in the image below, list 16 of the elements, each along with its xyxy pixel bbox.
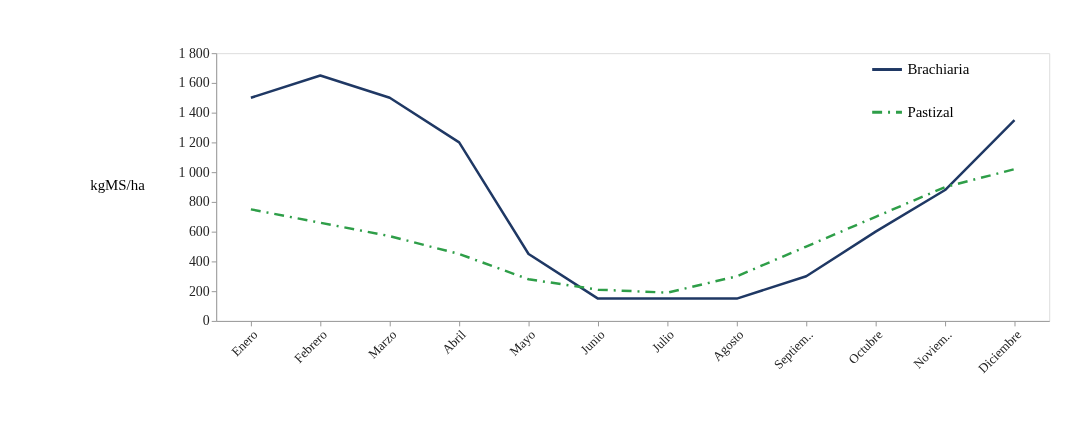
legend-label: Brachiaria — [907, 61, 970, 78]
y-tick-label: 1 800 — [178, 45, 210, 61]
x-tick-label: Julio — [649, 327, 678, 356]
y-axis-title: kgMS/ha — [90, 176, 146, 193]
y-tick-label: 1 400 — [178, 105, 210, 121]
y-tick-label: 400 — [188, 253, 210, 269]
y-tick-label: 200 — [188, 283, 210, 299]
y-tick-label: 600 — [188, 224, 210, 240]
y-tick-label: 1 200 — [178, 134, 210, 150]
y-tick-label: 800 — [188, 194, 210, 210]
y-tick-label: 0 — [202, 313, 210, 329]
line-series — [249, 74, 1016, 300]
legend-label: Pastizal — [907, 104, 954, 121]
y-tick-label: 1 600 — [178, 75, 210, 91]
y-tick-label: 1 000 — [178, 164, 210, 180]
line-series — [249, 167, 1016, 294]
